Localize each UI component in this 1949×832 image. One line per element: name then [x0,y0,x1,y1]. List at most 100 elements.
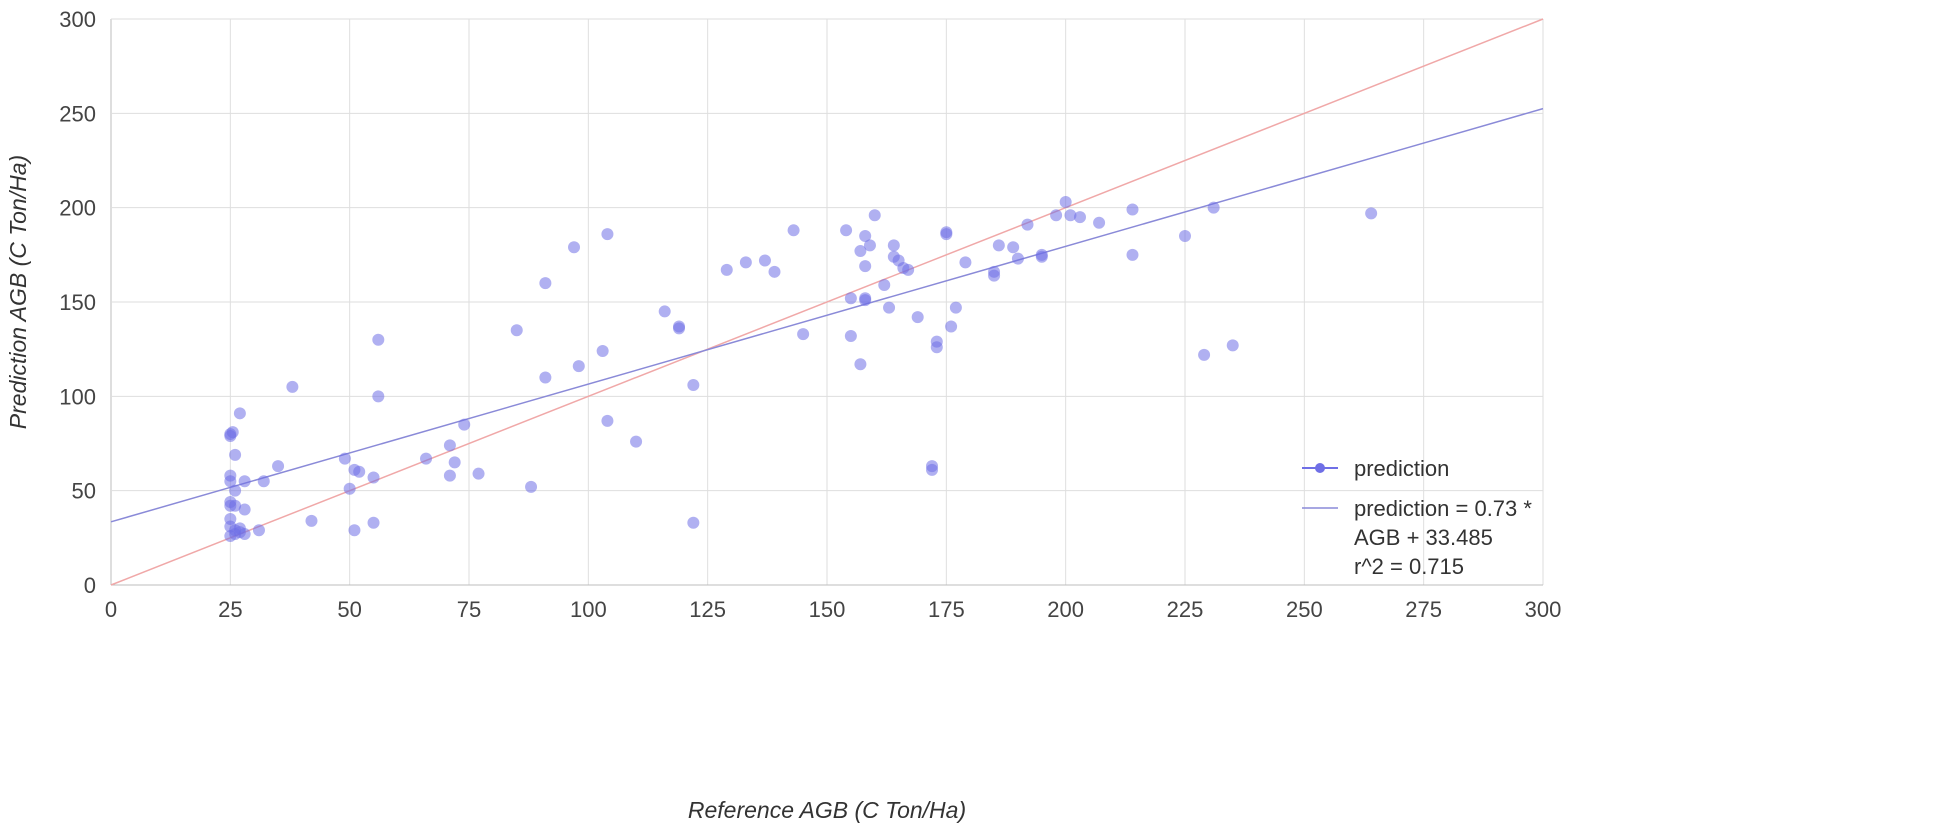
data-point [1021,218,1034,231]
data-point [859,229,872,242]
data-point [367,516,380,529]
data-point [1007,241,1020,254]
data-point [348,524,361,537]
data-point [687,379,700,392]
x-tick-label: 200 [1047,597,1084,622]
data-point [272,460,285,473]
data-point [252,524,265,537]
data-point [568,241,581,254]
data-point [224,475,237,488]
data-point [596,345,609,358]
x-tick-label: 75 [457,597,481,622]
data-point [458,418,471,431]
data-points [224,196,1378,542]
y-axis-title: Prediction AGB (C Ton/Ha) [5,155,31,429]
data-point [878,279,891,292]
data-point [988,265,1001,278]
x-tick-label: 175 [928,597,965,622]
data-point [233,407,246,420]
data-point [257,475,270,488]
data-point [758,254,771,267]
x-tick-label: 125 [689,597,726,622]
legend-trendline-label-line3: r^2 = 0.715 [1354,554,1464,579]
data-point [1126,248,1139,261]
data-point [367,471,380,484]
data-point [229,499,242,512]
data-point [949,301,962,314]
data-point [572,360,585,373]
data-point [539,371,552,384]
data-point [797,328,810,341]
data-point [1035,250,1048,263]
data-point [539,277,552,290]
data-point [601,228,614,241]
data-point [525,480,538,493]
x-tick-label: 0 [105,597,117,622]
data-point [658,305,671,318]
data-point [1050,209,1063,222]
x-tick-label: 100 [570,597,607,622]
data-point [739,256,752,269]
y-tick-label: 150 [59,290,96,315]
data-point [305,514,318,527]
data-point [343,482,356,495]
data-point [372,333,385,346]
data-point [353,465,366,478]
data-point [226,426,239,439]
data-point [863,239,876,252]
data-point [854,245,867,258]
data-point [883,301,896,314]
data-point [844,329,857,342]
data-point [1126,203,1139,216]
data-point [238,503,251,516]
data-point [510,324,523,337]
data-point [768,265,781,278]
x-tick-label: 250 [1286,597,1323,622]
data-point [992,239,1005,252]
y-tick-label: 50 [72,479,96,504]
data-point [338,452,351,465]
data-point [859,292,872,305]
data-point [229,448,242,461]
legend-series-label: prediction [1354,456,1449,481]
data-point [840,224,853,237]
legend: prediction prediction = 0.73 * AGB + 33.… [1302,456,1532,579]
x-tick-label: 225 [1167,597,1204,622]
data-point [229,484,242,497]
data-point [859,260,872,273]
x-tick-label: 275 [1405,597,1442,622]
x-tick-label: 25 [218,597,242,622]
y-tick-label: 0 [84,573,96,598]
legend-trendline-label-line1: prediction = 0.73 * [1354,496,1532,521]
data-point [1064,209,1077,222]
data-point [1365,207,1378,220]
data-point [787,224,800,237]
data-point [930,335,943,348]
data-point [687,516,700,529]
x-axis-title: Reference AGB (C Ton/Ha) [688,797,966,823]
data-point [1179,229,1191,242]
y-tick-label: 100 [59,384,96,409]
data-point [601,414,614,427]
data-point [1011,252,1024,265]
trendline [110,107,1544,523]
data-point [420,452,433,465]
data-point [1226,339,1239,352]
data-point [1073,211,1086,224]
data-point [926,463,939,476]
legend-series-swatch-dot [1315,463,1325,473]
data-point [372,390,385,403]
x-tick-label: 150 [809,597,846,622]
data-point [1059,196,1072,209]
data-point [286,380,299,393]
data-point [911,311,924,324]
data-point [472,467,485,480]
legend-trendline-label-line2: AGB + 33.485 [1354,525,1493,550]
data-point [720,263,733,276]
data-point [1093,216,1106,229]
data-point [854,358,867,371]
y-tick-label: 300 [59,7,96,32]
data-point [887,239,900,252]
data-point [673,322,686,335]
data-point [1207,201,1220,214]
